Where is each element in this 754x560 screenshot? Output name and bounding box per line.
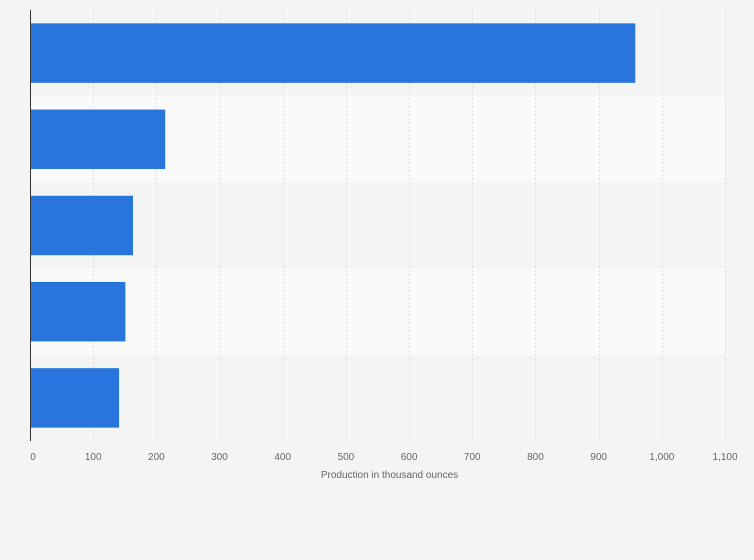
bars	[30, 23, 636, 428]
row-band	[30, 182, 725, 269]
x-tick-label: 0	[30, 452, 36, 463]
row-bands	[30, 10, 725, 441]
x-tick-label: 600	[401, 452, 418, 463]
x-tick-label: 100	[85, 452, 102, 463]
row-band	[30, 268, 725, 355]
bar	[30, 195, 133, 256]
x-tick-label: 500	[338, 452, 355, 463]
bar	[30, 368, 120, 428]
x-axis-title: Production in thousand ounces	[321, 470, 458, 481]
bar	[30, 109, 166, 170]
x-tick-label: 900	[590, 452, 607, 463]
x-tick-labels: 0 100 200 300 400 500 600 700 800 900 1,000 1,100	[30, 452, 738, 463]
bar	[30, 23, 636, 83]
x-tick-label: 1,100	[712, 452, 737, 463]
x-tick-label: 400	[274, 452, 291, 463]
x-tick-label: 1,000	[649, 452, 674, 463]
x-tick-label: 700	[464, 452, 481, 463]
x-tick-label: 200	[148, 452, 165, 463]
x-tick-label: 800	[527, 452, 544, 463]
row-band	[30, 354, 725, 441]
bar	[30, 281, 126, 342]
x-tick-label: 300	[211, 452, 228, 463]
